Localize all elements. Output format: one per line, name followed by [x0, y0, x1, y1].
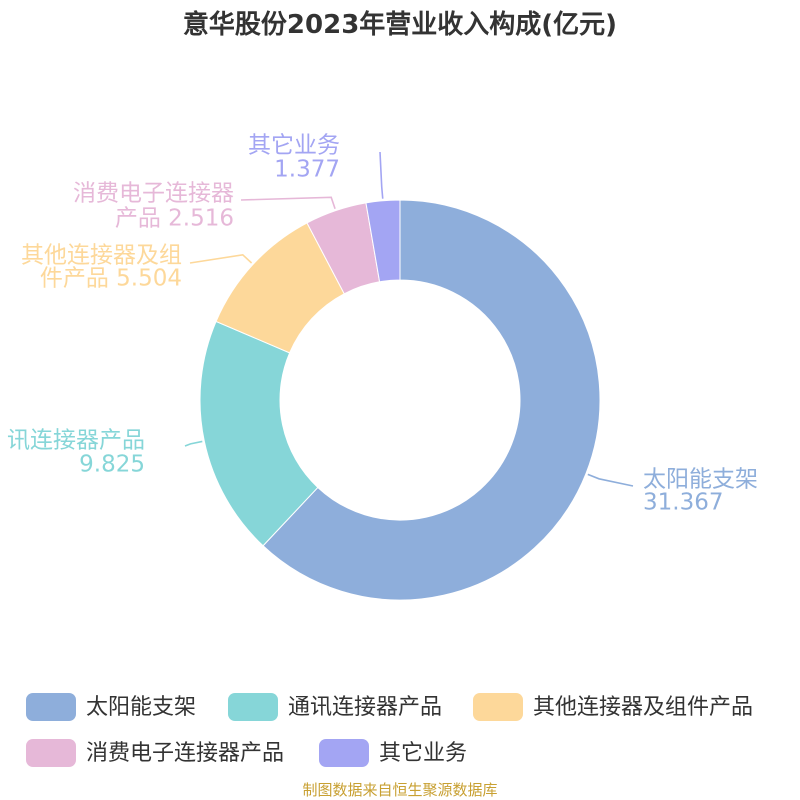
leader-line	[587, 473, 634, 487]
donut-slices	[199, 199, 601, 601]
legend-swatch	[26, 739, 76, 767]
slice-label: 讯连接器产品	[7, 428, 145, 454]
chart-title: 意华股份2023年营业收入构成(亿元)	[183, 9, 617, 40]
slice-label: 件产品 5.504	[40, 266, 182, 292]
slice-label: 31.367	[643, 490, 723, 516]
slice-label: 其他连接器及组	[21, 243, 182, 269]
pie-slice	[365, 199, 401, 283]
leader-line	[379, 151, 384, 199]
legend-label: 其他连接器及组件产品	[533, 695, 753, 720]
legend-label: 消费电子连接器产品	[86, 741, 284, 766]
source-note: 制图数据来自恒生聚源数据库	[302, 781, 497, 799]
pie-slice	[262, 199, 601, 601]
slice-label: 1.377	[274, 157, 340, 183]
slice-label: 9.825	[79, 452, 145, 478]
legend-label: 通讯连接器产品	[288, 695, 442, 720]
slice-label: 产品 2.516	[115, 206, 234, 232]
legend-swatch	[228, 693, 278, 721]
legend-swatch	[26, 693, 76, 721]
leader-line	[240, 196, 336, 209]
legend-label: 其它业务	[379, 741, 467, 766]
leader-line	[189, 253, 253, 264]
slice-label: 其它业务	[248, 133, 340, 159]
slice-label: 太阳能支架	[643, 467, 758, 493]
legend-swatch	[473, 693, 523, 721]
legend-label: 太阳能支架	[86, 695, 196, 720]
leader-line	[184, 440, 203, 447]
slice-label: 消费电子连接器	[73, 181, 234, 207]
legend-swatch	[319, 739, 369, 767]
